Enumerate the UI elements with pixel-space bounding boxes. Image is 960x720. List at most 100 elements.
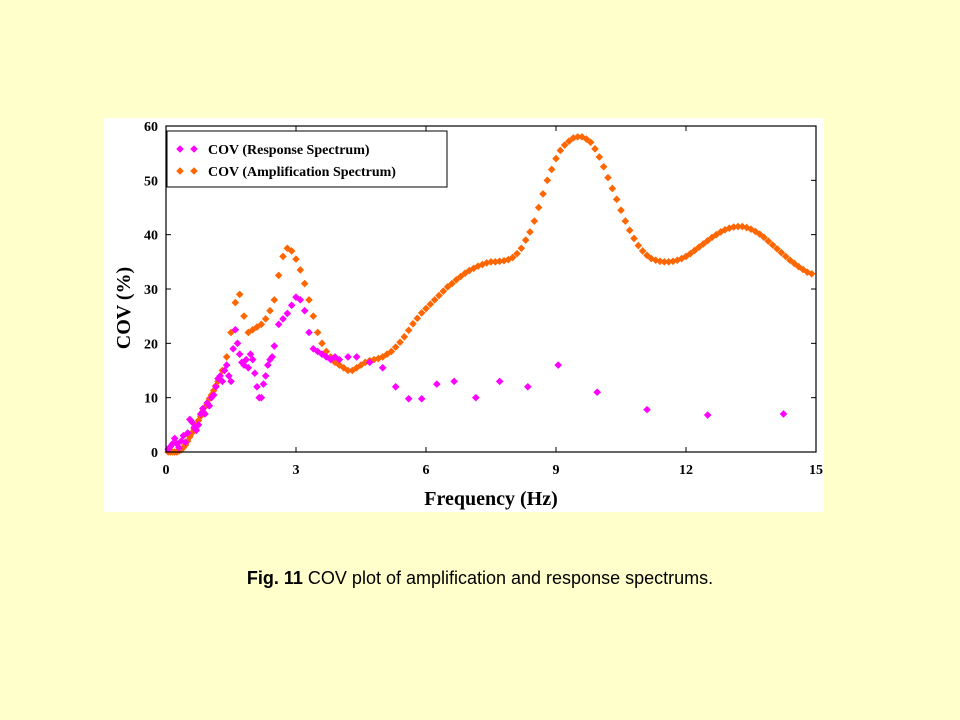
data-point (409, 319, 417, 328)
data-point (521, 236, 530, 244)
data-point (227, 377, 235, 386)
data-point (296, 266, 305, 274)
data-point (647, 254, 656, 263)
data-point (738, 222, 747, 231)
data-point (630, 234, 638, 243)
data-point (257, 320, 266, 329)
data-point (274, 271, 283, 280)
data-point (482, 259, 491, 267)
y-tick-label: 30 (144, 283, 158, 298)
x-tick-label: 15 (809, 463, 823, 478)
data-point (721, 225, 729, 234)
data-point (287, 301, 296, 310)
data-point (309, 312, 318, 320)
data-point (370, 355, 378, 364)
data-point (292, 293, 300, 301)
y-axis-title: COV (%) (113, 267, 135, 349)
data-point (747, 225, 755, 234)
data-point (188, 429, 196, 437)
data-point (387, 347, 396, 356)
data-point (450, 377, 458, 386)
data-point (524, 383, 532, 391)
data-point (257, 393, 266, 402)
data-point (231, 298, 240, 307)
data-point (799, 265, 807, 274)
data-point (248, 355, 257, 364)
data-point (222, 361, 231, 369)
x-tick-label: 9 (553, 463, 560, 478)
chart-panel: COV (%) Frequency (Hz) 0 3 6 9 12 15 0 10 20 30 40… (104, 118, 824, 512)
data-point (279, 252, 287, 261)
data-point (573, 133, 582, 141)
y-tick-label: 10 (144, 392, 158, 407)
data-point (248, 325, 257, 334)
data-point (435, 291, 443, 300)
legend-label: COV (Response Spectrum) (208, 143, 370, 158)
data-point (430, 296, 439, 304)
data-point (599, 162, 608, 171)
data-point (331, 353, 339, 361)
data-point (621, 217, 630, 225)
data-point (396, 338, 404, 347)
data-point (526, 228, 534, 236)
data-point (344, 366, 352, 375)
data-point (595, 153, 604, 161)
data-point (287, 247, 296, 255)
data-point (643, 251, 651, 260)
data-point (478, 260, 487, 269)
data-point (283, 309, 292, 318)
data-point (643, 405, 651, 414)
data-point (261, 372, 270, 380)
data-point (313, 328, 322, 337)
data-point (682, 252, 690, 261)
data-point (188, 418, 196, 426)
data-point (426, 300, 435, 309)
data-point (344, 353, 352, 361)
data-point (456, 272, 465, 281)
data-point (703, 411, 712, 419)
data-point (469, 264, 478, 273)
legend-marker (176, 167, 184, 175)
data-point (656, 257, 664, 266)
data-point (181, 438, 190, 447)
data-point (695, 243, 703, 251)
data-point (264, 361, 272, 369)
data-point (513, 249, 521, 258)
data-point (253, 383, 261, 391)
data-point (452, 275, 461, 284)
data-point (231, 325, 240, 334)
data-point (259, 380, 268, 388)
data-point (235, 350, 244, 358)
data-point (617, 206, 625, 215)
data-point (686, 249, 695, 258)
data-point (296, 296, 305, 304)
data-point (625, 226, 634, 235)
data-point (495, 377, 504, 386)
data-point (495, 257, 504, 266)
data-point (168, 440, 177, 448)
data-point (335, 361, 344, 369)
legend-item-0: COV (Response Spectrum) (176, 143, 370, 158)
data-point (201, 410, 209, 418)
data-point (261, 315, 270, 323)
data-point (552, 154, 560, 163)
x-tick-label: 6 (423, 463, 430, 478)
data-point (487, 258, 495, 266)
data-point (352, 363, 361, 372)
data-point (565, 137, 573, 146)
x-tick-label: 12 (679, 463, 693, 478)
data-point (543, 176, 552, 185)
data-point (660, 258, 669, 266)
data-point (357, 361, 365, 369)
data-point (404, 326, 413, 335)
legend-marker (176, 145, 184, 153)
cov-scatter-chart: COV (%) Frequency (Hz) 0 3 6 9 12 15 0 10 20 30 40… (113, 120, 823, 510)
data-point (669, 257, 677, 266)
data-point (439, 287, 448, 295)
data-point (305, 328, 313, 337)
data-point (417, 309, 426, 317)
y-tick-label: 50 (144, 174, 158, 189)
data-point (534, 203, 543, 212)
data-point (604, 173, 612, 182)
data-point (279, 315, 287, 323)
